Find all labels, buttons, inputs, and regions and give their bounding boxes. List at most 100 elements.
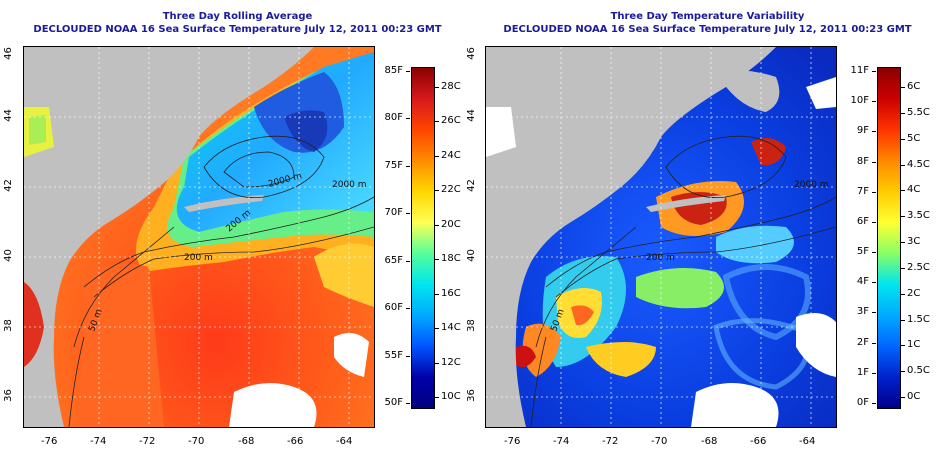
colorbar-tick	[435, 224, 439, 226]
colorbar-tick	[901, 190, 905, 192]
colorbar-tick	[406, 165, 410, 167]
colorbar-tick	[435, 190, 439, 192]
lat-tick-label: 42	[2, 179, 14, 192]
colorbar-fahrenheit-label: 4F	[856, 276, 869, 288]
colorbar-tick	[406, 403, 410, 404]
lat-tick-label: 42	[465, 179, 477, 192]
lat-tick-label: 36	[2, 389, 14, 402]
lon-tick-label: -74	[553, 436, 570, 447]
colorbar-celsius-label: 0C	[907, 391, 921, 402]
colorbar-fahrenheit-label: 70F	[384, 207, 403, 219]
colorbar-tick	[872, 282, 876, 284]
colorbar-tick	[901, 112, 905, 114]
panel-subtitle: DECLOUDED NOAA 16 Sea Surface Temperatur…	[33, 24, 442, 35]
colorbar-tick	[406, 213, 410, 215]
colorbar-tick	[872, 403, 876, 404]
lon-tick-label: -72	[602, 436, 619, 447]
colorbar-tick	[406, 118, 410, 120]
colorbar-tick	[435, 155, 439, 157]
colorbar-tick	[901, 371, 905, 373]
lon-tick-label: -70	[651, 436, 668, 447]
colorbar-fahrenheit-label: 75F	[384, 159, 403, 171]
colorbar-fahrenheit-label: 65F	[384, 254, 403, 266]
colorbar-tick	[435, 328, 439, 330]
colorbar-tick	[406, 71, 410, 72]
colorbar-tick	[872, 372, 876, 374]
panel-title: Three Day Rolling Average	[162, 11, 313, 22]
lon-tick-label: -64	[799, 436, 816, 447]
colorbar-tick	[901, 319, 905, 321]
colorbar-tick	[872, 101, 876, 103]
colorbar-fahrenheit-label: 10F	[850, 95, 869, 107]
lon-tick-label: -72	[139, 436, 156, 447]
colorbar-tick	[406, 260, 410, 262]
colorbar-fahrenheit-label: 11F	[850, 65, 869, 76]
colorbar-tick	[872, 312, 876, 314]
colorbar-fahrenheit-label: 3F	[856, 306, 869, 318]
colorbar-celsius-label: 26C	[441, 115, 461, 127]
colorbar-celsius-label: 24C	[441, 149, 461, 161]
lon-tick-label: -74	[90, 436, 107, 447]
lat-tick-label: 44	[465, 109, 477, 122]
lon-tick-label: -66	[287, 436, 304, 447]
colorbar-tick	[872, 342, 876, 344]
colorbar-tick	[872, 191, 876, 193]
colorbar-tick	[901, 138, 905, 140]
lon-tick-label: -66	[750, 436, 767, 447]
colorbar-celsius-label: 18C	[441, 253, 461, 265]
colorbar-fahrenheit-label: 80F	[384, 112, 403, 124]
colorbar-tick	[901, 267, 905, 269]
lat-tick-label: 40	[2, 249, 14, 262]
colorbar-tick	[872, 221, 876, 223]
colorbar-celsius-label: 28C	[441, 81, 461, 92]
colorbar-celsius-label: 3.5C	[907, 210, 930, 222]
colorbar-celsius-label: 16C	[441, 287, 461, 299]
contour-label: 2000 m	[794, 180, 829, 190]
colorbar-tick	[901, 345, 905, 347]
lon-tick-label: -64	[336, 436, 353, 447]
lon-tick-label: -76	[41, 436, 58, 447]
colorbar-tick	[872, 131, 876, 133]
lat-tick-label: 46	[2, 47, 14, 60]
panel-subtitle: DECLOUDED NOAA 16 Sea Surface Temperatur…	[503, 24, 912, 35]
colorbar-tick	[435, 362, 439, 364]
lat-tick-label: 46	[465, 47, 477, 60]
colorbar-celsius-label: 10C	[441, 391, 461, 402]
colorbar-celsius-label: 5.5C	[907, 106, 930, 118]
colorbar-celsius-label: 3C	[907, 236, 921, 247]
colorbar-gradient	[877, 67, 901, 409]
panel-variability: Three Day Temperature Variability DECLOU…	[465, 0, 950, 475]
colorbar-celsius-label: 2.5C	[907, 261, 930, 273]
colorbar-celsius-label: 20C	[441, 218, 461, 230]
colorbar-fahrenheit-label: 5F	[856, 246, 869, 258]
lat-tick-label: 38	[2, 319, 14, 332]
colorbar-celsius-label: 6C	[907, 81, 921, 92]
colorbar-gradient	[411, 67, 435, 409]
lon-tick-label: -68	[238, 436, 255, 447]
colorbar-celsius-label: 2C	[907, 287, 921, 299]
contour-label: 200 m	[646, 253, 675, 263]
colorbar-tick	[435, 293, 439, 295]
colorbar-fahrenheit-label: 60F	[384, 302, 403, 314]
colorbar-fahrenheit-label: 2F	[856, 336, 869, 348]
colorbar-tick	[901, 164, 905, 166]
colorbar-celsius-label: 5C	[907, 132, 921, 144]
colorbar-celsius-label: 0.5C	[907, 365, 930, 377]
lat-tick-label: 44	[2, 109, 14, 122]
colorbar-tick	[901, 216, 905, 218]
colorbar-fahrenheit-label: 1F	[856, 366, 869, 378]
colorbar-tick	[901, 397, 905, 398]
colorbar-fahrenheit-label: 55F	[384, 349, 403, 361]
colorbar-celsius-label: 4C	[907, 184, 921, 196]
lat-tick-label: 40	[465, 249, 477, 262]
colorbar-celsius-label: 1.5C	[907, 313, 930, 325]
colorbar-tick	[406, 308, 410, 310]
colorbar-fahrenheit-label: 50F	[384, 397, 403, 408]
colorbar-tick	[901, 293, 905, 295]
lon-tick-label: -70	[188, 436, 205, 447]
colorbar-fahrenheit-label: 7F	[856, 185, 869, 197]
colorbar-celsius-label: 14C	[441, 322, 461, 334]
colorbar-celsius-label: 4.5C	[907, 158, 930, 170]
panel-title: Three Day Temperature Variability	[610, 11, 805, 22]
colorbar-tick	[872, 161, 876, 163]
